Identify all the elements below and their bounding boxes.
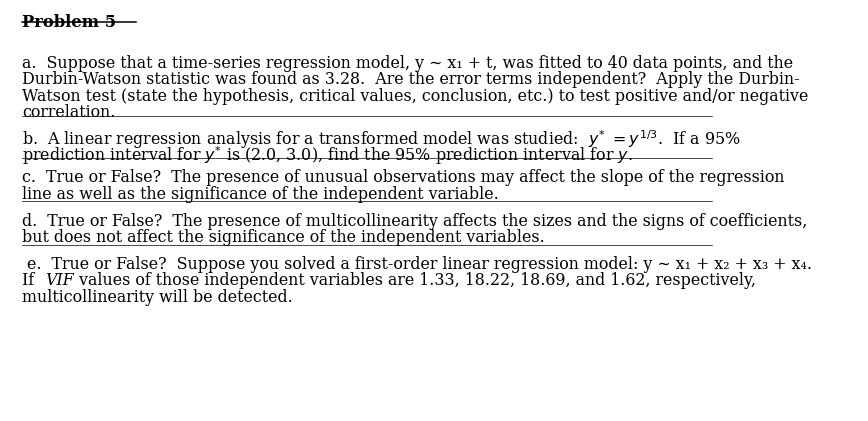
- Text: Durbin-Watson statistic was found as 3.28.  Are the error terms independent?  Ap: Durbin-Watson statistic was found as 3.2…: [23, 71, 800, 88]
- Text: d.  True or False?  The presence of multicollinearity affects the sizes and the : d. True or False? The presence of multic…: [23, 213, 808, 229]
- Text: VIF: VIF: [45, 272, 75, 289]
- Text: If: If: [23, 272, 40, 289]
- Text: prediction interval for $y^{*}$ is (2.0, 3.0), find the 95% prediction interval : prediction interval for $y^{*}$ is (2.0,…: [23, 144, 634, 167]
- Text: correlation.: correlation.: [23, 104, 115, 121]
- Text: Watson test (state the hypothesis, critical values, conclusion, etc.) to test po: Watson test (state the hypothesis, criti…: [23, 88, 809, 104]
- Text: c.  True or False?  The presence of unusual observations may affect the slope of: c. True or False? The presence of unusua…: [23, 169, 785, 186]
- Text: values of those independent variables are 1.33, 18.22, 18.69, and 1.62, respecti: values of those independent variables ar…: [74, 272, 756, 289]
- Text: Problem 5: Problem 5: [23, 14, 116, 32]
- Text: a.  Suppose that a time-series regression model, y ∼ x₁ + t, was fitted to 40 da: a. Suppose that a time-series regression…: [23, 54, 793, 72]
- Text: multicollinearity will be detected.: multicollinearity will be detected.: [23, 289, 293, 306]
- Text: b.  A linear regression analysis for a transformed model was studied:  $y^{*}$ $: b. A linear regression analysis for a tr…: [23, 128, 741, 151]
- Text: e.  True or False?  Suppose you solved a first-order linear regression model: y : e. True or False? Suppose you solved a f…: [23, 256, 812, 273]
- Text: line as well as the significance of the independent variable.: line as well as the significance of the …: [23, 186, 499, 203]
- Text: but does not affect the significance of the independent variables.: but does not affect the significance of …: [23, 229, 545, 246]
